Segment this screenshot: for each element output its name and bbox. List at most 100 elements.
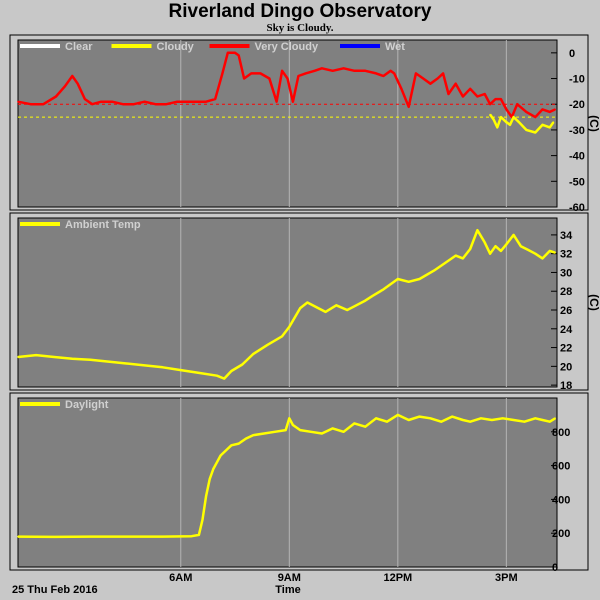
data-point <box>89 535 92 538</box>
y-tick-label: 24 <box>560 324 573 336</box>
data-point <box>205 100 207 103</box>
data-point <box>187 100 189 103</box>
data-point <box>274 431 276 433</box>
y-tick-label: -50 <box>569 176 585 188</box>
data-point <box>342 431 345 433</box>
data-point <box>216 461 218 464</box>
data-point <box>436 77 439 80</box>
data-point <box>221 72 224 75</box>
data-point <box>500 98 502 100</box>
data-point <box>375 417 377 420</box>
data-point <box>462 419 464 421</box>
data-point <box>42 103 45 106</box>
y-tick-label: -30 <box>569 125 585 137</box>
data-point <box>313 70 316 72</box>
y-tick-label: 28 <box>560 286 572 298</box>
y-tick-label: 22 <box>560 343 572 355</box>
data-point <box>299 429 301 431</box>
data-point <box>143 100 146 103</box>
data-point <box>84 98 86 100</box>
x-tick-label: 6AM <box>169 572 192 584</box>
data-point <box>518 121 520 124</box>
data-point <box>324 311 327 313</box>
x-tick-label: 9AM <box>278 572 301 584</box>
plot-area <box>17 217 558 388</box>
legend-label: Ambient Temp <box>65 219 141 231</box>
y-tick-label: 200 <box>552 528 570 540</box>
date-label: 25 Thu Feb 2016 <box>12 584 98 596</box>
data-point <box>407 419 410 421</box>
data-point <box>71 75 74 77</box>
data-point <box>176 100 178 103</box>
data-point <box>418 278 421 280</box>
data-point <box>489 103 491 106</box>
data-point <box>418 415 421 418</box>
data-point <box>208 478 211 480</box>
data-point <box>525 111 528 113</box>
data-point <box>505 243 508 246</box>
data-point <box>500 250 502 252</box>
data-point <box>165 103 168 106</box>
data-point <box>161 535 164 538</box>
legend-label: Wet <box>385 41 405 53</box>
data-point <box>444 262 446 264</box>
data-point <box>292 100 294 103</box>
data-point <box>548 250 551 252</box>
data-point <box>214 98 216 100</box>
data-point <box>527 249 529 251</box>
data-point <box>252 434 254 436</box>
data-point <box>17 100 19 103</box>
data-point <box>234 52 236 54</box>
data-point <box>483 241 486 244</box>
data-point <box>64 85 66 88</box>
data-point <box>389 70 392 72</box>
data-point <box>469 88 471 90</box>
data-point <box>245 437 247 440</box>
data-point <box>364 425 367 428</box>
data-point <box>476 95 479 98</box>
data-point <box>281 335 283 338</box>
data-point <box>353 70 356 72</box>
data-point <box>216 374 218 377</box>
data-point <box>227 52 229 54</box>
data-point <box>489 252 491 255</box>
data-point <box>541 108 544 111</box>
y-tick-label: -60 <box>569 202 585 214</box>
panel-sky: 0 -10 -20 -30 -40 -50 -60 (C) Clear Cloudy Very Cl… <box>9 34 600 214</box>
y-tick-label: -10 <box>569 74 585 86</box>
data-point <box>53 536 55 538</box>
data-point <box>250 72 253 75</box>
data-point <box>476 229 479 232</box>
data-point <box>288 326 291 328</box>
legend-label: Daylight <box>65 399 109 411</box>
data-point <box>494 245 497 247</box>
data-point <box>154 103 157 106</box>
y-tick-label: 0 <box>569 48 575 60</box>
data-point <box>125 362 128 365</box>
data-point <box>491 419 493 421</box>
data-point <box>407 281 410 283</box>
data-point <box>462 257 464 260</box>
y-tick-label: 18 <box>560 380 572 392</box>
y-tick-label: 20 <box>560 361 572 373</box>
data-point <box>321 67 323 70</box>
data-point <box>407 106 410 108</box>
data-point <box>53 356 55 358</box>
data-point <box>35 354 37 356</box>
data-point <box>429 417 432 420</box>
data-point <box>512 116 515 118</box>
data-point <box>353 422 356 425</box>
data-point <box>548 111 551 113</box>
chart-title: Riverland Dingo Observatory <box>168 1 432 22</box>
data-point <box>201 518 204 521</box>
data-point <box>375 72 377 75</box>
data-point <box>17 356 19 358</box>
y-tick-label: -40 <box>569 151 585 163</box>
legend-label: Very Cloudy <box>255 41 319 53</box>
y-axis-label: (C) <box>587 294 600 311</box>
data-point <box>122 103 124 106</box>
data-point <box>299 307 301 309</box>
data-point <box>469 420 471 423</box>
data-point <box>304 72 307 75</box>
